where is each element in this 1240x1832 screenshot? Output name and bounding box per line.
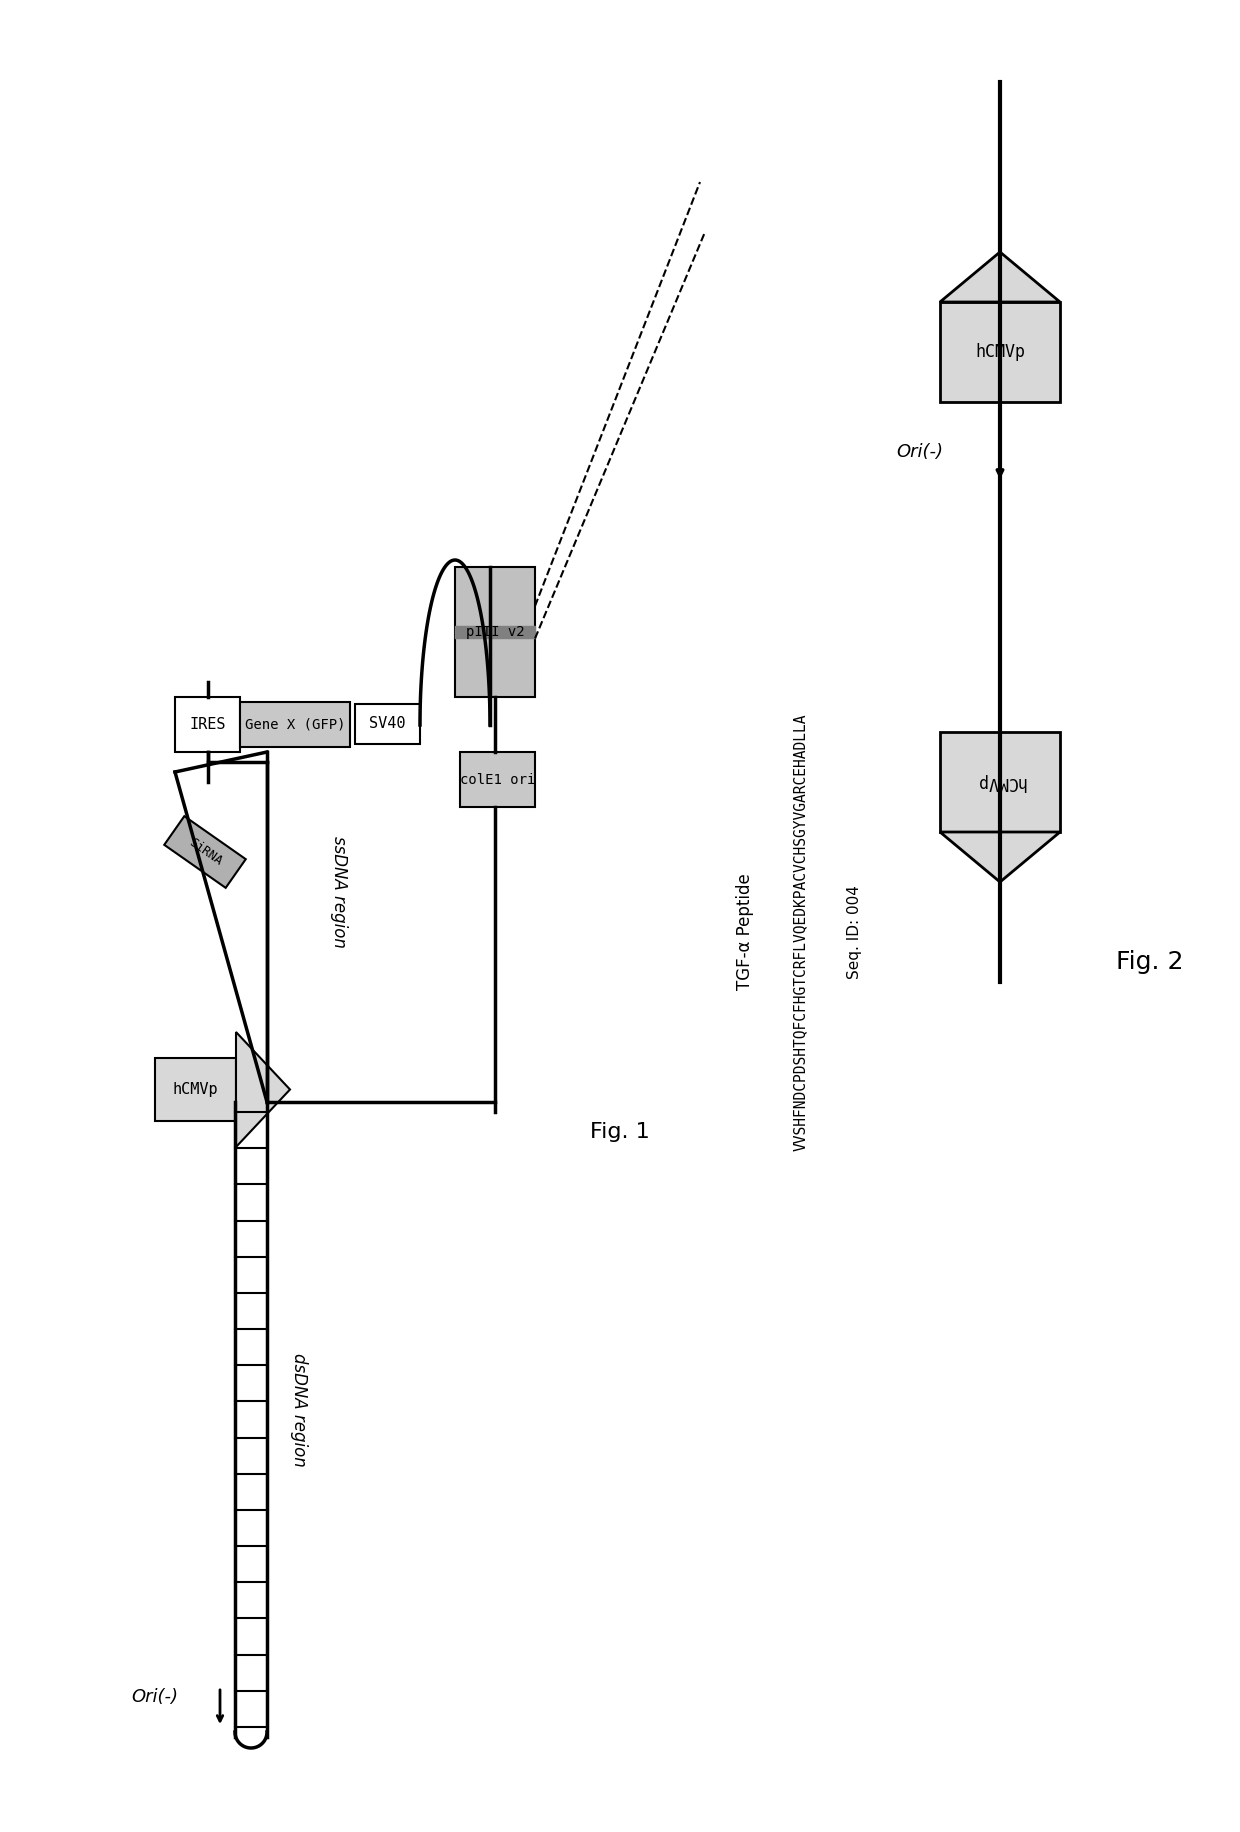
Text: Fig. 1: Fig. 1: [590, 1121, 650, 1141]
Text: Ori(-): Ori(-): [131, 1687, 179, 1706]
Text: Fig. 2: Fig. 2: [1116, 951, 1184, 975]
Text: Gene X (GFP): Gene X (GFP): [244, 718, 345, 731]
Text: VVSHFNDCPDSHTQFCFHGTCRFLVQEDKPACVCHSGYVGARCEHADLLA: VVSHFNDCPDSHTQFCFHGTCRFLVQEDKPACVCHSGYVG…: [792, 713, 807, 1150]
Text: hCMVp: hCMVp: [975, 773, 1025, 791]
Text: IRES: IRES: [190, 716, 226, 733]
Text: Seq. ID: 004: Seq. ID: 004: [847, 885, 863, 978]
Text: TGF-α Peptide: TGF-α Peptide: [737, 874, 754, 991]
Text: colE1 ori: colE1 ori: [460, 773, 536, 786]
Text: dsDNA region: dsDNA region: [290, 1352, 308, 1466]
Polygon shape: [164, 815, 246, 889]
FancyBboxPatch shape: [455, 566, 534, 696]
Text: SiRNA: SiRNA: [186, 835, 224, 868]
Polygon shape: [940, 253, 1060, 302]
Text: hCMVp: hCMVp: [975, 343, 1025, 361]
FancyBboxPatch shape: [241, 702, 350, 747]
Polygon shape: [236, 1031, 290, 1147]
FancyBboxPatch shape: [355, 703, 420, 744]
Text: hCMVp: hCMVp: [172, 1083, 218, 1097]
FancyBboxPatch shape: [155, 1057, 236, 1121]
Text: pIII v2: pIII v2: [466, 625, 525, 639]
Text: SV40: SV40: [370, 716, 405, 731]
Polygon shape: [940, 832, 1060, 881]
FancyBboxPatch shape: [940, 733, 1060, 832]
FancyBboxPatch shape: [175, 696, 241, 751]
Text: ssDNA region: ssDNA region: [330, 835, 348, 947]
FancyBboxPatch shape: [940, 302, 1060, 401]
FancyBboxPatch shape: [460, 751, 534, 808]
Text: Ori(-): Ori(-): [897, 443, 944, 462]
